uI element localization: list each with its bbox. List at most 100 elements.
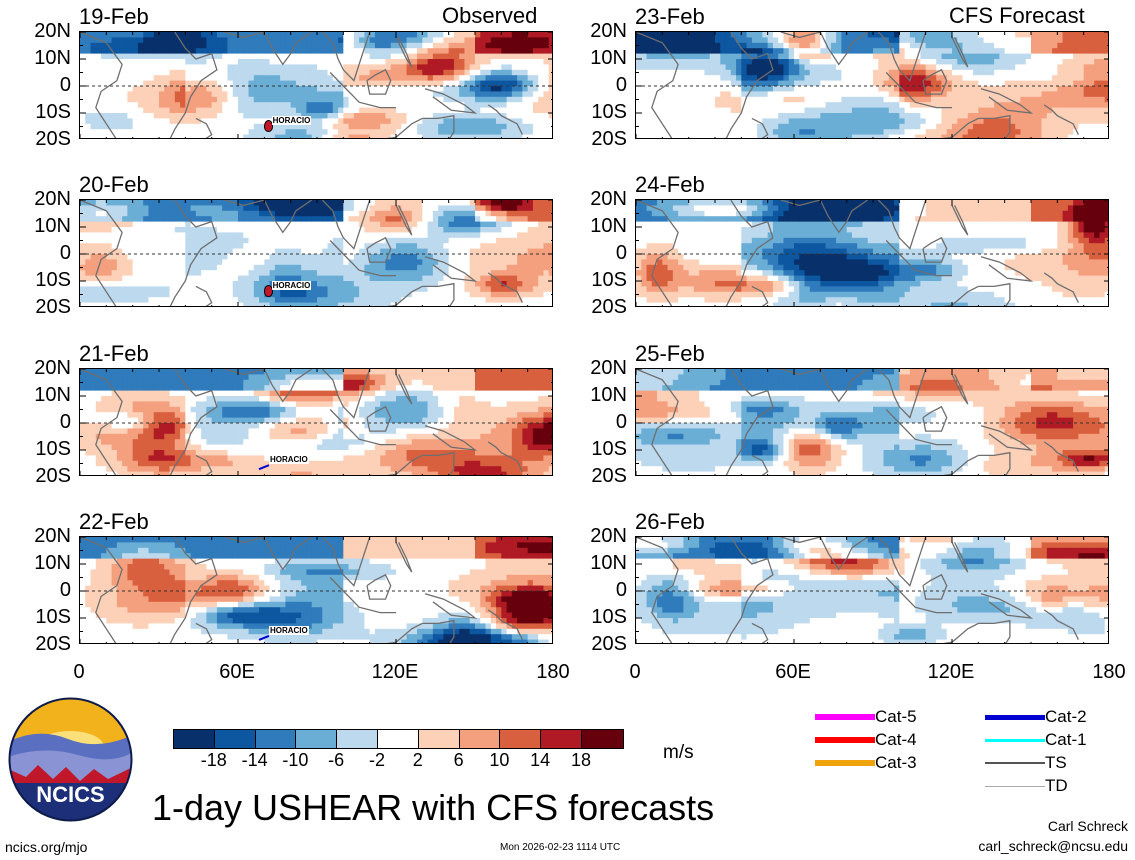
- heatmap-cell: [338, 102, 344, 109]
- heatmap-cell: [190, 460, 197, 467]
- y-tick-label: 20N: [34, 20, 71, 42]
- heatmap-cell: [548, 113, 552, 119]
- heatmap-cell: [517, 275, 523, 282]
- heatmap-cell: [332, 439, 339, 446]
- heatmap-cell: [343, 59, 350, 65]
- heatmap-cell: [232, 91, 239, 98]
- heatmap-cell: [280, 59, 286, 65]
- heatmap-cell: [459, 134, 466, 138]
- heatmap-cell: [317, 286, 323, 293]
- heatmap-cell: [374, 433, 381, 440]
- heatmap-cell: [195, 254, 202, 260]
- heatmap-cell: [106, 69, 113, 76]
- heatmap-cell: [169, 243, 176, 250]
- heatmap-cell: [248, 379, 255, 386]
- heatmap-cell: [159, 113, 165, 119]
- heatmap-cell: [448, 75, 455, 82]
- heatmap-cell: [222, 232, 229, 239]
- heatmap-cell: [332, 42, 339, 49]
- heatmap-cell: [353, 123, 360, 130]
- heatmap-cell: [438, 281, 444, 287]
- heatmap-cell: [111, 91, 118, 98]
- heatmap-cell: [306, 275, 313, 282]
- heatmap-cell: [374, 123, 381, 130]
- heatmap-cell: [248, 270, 255, 277]
- heatmap-cell: [253, 374, 260, 381]
- heatmap-cell: [295, 401, 302, 408]
- heatmap-cell: [201, 59, 207, 65]
- heatmap-cell: [432, 275, 439, 282]
- heatmap-cell: [322, 254, 329, 260]
- heatmap-cell: [301, 417, 308, 424]
- heatmap-cell: [201, 64, 207, 71]
- heatmap-cell: [448, 270, 455, 277]
- heatmap-cell: [317, 37, 323, 44]
- heatmap-cell: [432, 254, 439, 260]
- heatmap-cell: [280, 396, 286, 402]
- heatmap-cell: [169, 412, 176, 419]
- heatmap-cell: [122, 210, 128, 217]
- heatmap-cell: [338, 91, 344, 98]
- heatmap-cell: [164, 286, 171, 293]
- heatmap-cell: [364, 86, 371, 92]
- heatmap-cell: [222, 302, 229, 306]
- heatmap-cell: [232, 216, 239, 223]
- heatmap-cell: [195, 297, 202, 304]
- heatmap-cell: [338, 42, 344, 49]
- heatmap-cell: [148, 129, 155, 136]
- heatmap-cell: [85, 237, 92, 244]
- heatmap-cell: [206, 423, 213, 429]
- heatmap-cell: [327, 369, 334, 375]
- heatmap-cell: [222, 401, 229, 408]
- heatmap-cell: [306, 396, 313, 402]
- heatmap-cell: [517, 86, 523, 92]
- heatmap-cell: [127, 107, 134, 114]
- heatmap-cell: [206, 291, 213, 298]
- heatmap-cell: [343, 439, 350, 446]
- heatmap-cell: [137, 96, 144, 103]
- heatmap-cell: [369, 417, 376, 424]
- site-link[interactable]: ncics.org/mjo: [5, 839, 88, 855]
- heatmap-cell: [364, 123, 371, 130]
- heatmap-cell: [311, 450, 318, 456]
- heatmap-cell: [401, 64, 408, 71]
- heatmap-cell: [137, 254, 144, 260]
- heatmap-cell: [280, 102, 286, 109]
- heatmap-cell: [311, 129, 318, 136]
- heatmap-cell: [127, 379, 134, 386]
- heatmap-cell: [448, 80, 455, 87]
- heatmap-cell: [137, 460, 144, 467]
- heatmap-cell: [338, 129, 344, 136]
- heatmap-cell: [269, 64, 276, 71]
- heatmap-cell: [338, 390, 344, 397]
- heatmap-cell: [464, 200, 471, 206]
- heatmap-cell: [485, 264, 492, 271]
- heatmap-cell: [317, 134, 323, 138]
- heatmap-cell: [401, 221, 408, 228]
- heatmap-cell: [496, 48, 502, 55]
- heatmap-cell: [327, 291, 334, 298]
- heatmap-cell: [180, 374, 186, 381]
- heatmap-cell: [411, 80, 418, 87]
- heatmap-cell: [148, 210, 155, 217]
- heatmap-cell: [253, 248, 260, 255]
- heatmap-cell: [195, 259, 202, 266]
- heatmap-cell: [137, 264, 144, 271]
- heatmap-cell: [343, 259, 350, 266]
- author-email[interactable]: carl_schreck@ncsu.edu: [978, 838, 1128, 854]
- heatmap-cell: [127, 96, 134, 103]
- heatmap-cell: [216, 460, 223, 467]
- heatmap-cell: [116, 281, 123, 287]
- heatmap-cell: [317, 390, 323, 397]
- heatmap-cell: [285, 200, 292, 206]
- heatmap-cell: [327, 123, 334, 130]
- heatmap-cell: [290, 444, 297, 451]
- heatmap-cell: [85, 59, 92, 65]
- heatmap-cell: [317, 275, 323, 282]
- heatmap-cell: [385, 80, 392, 87]
- heatmap-cell: [248, 286, 255, 293]
- heatmap-cell: [180, 91, 186, 98]
- heatmap-cell: [490, 286, 497, 293]
- heatmap-cell: [480, 254, 487, 260]
- heatmap-cell: [532, 281, 539, 287]
